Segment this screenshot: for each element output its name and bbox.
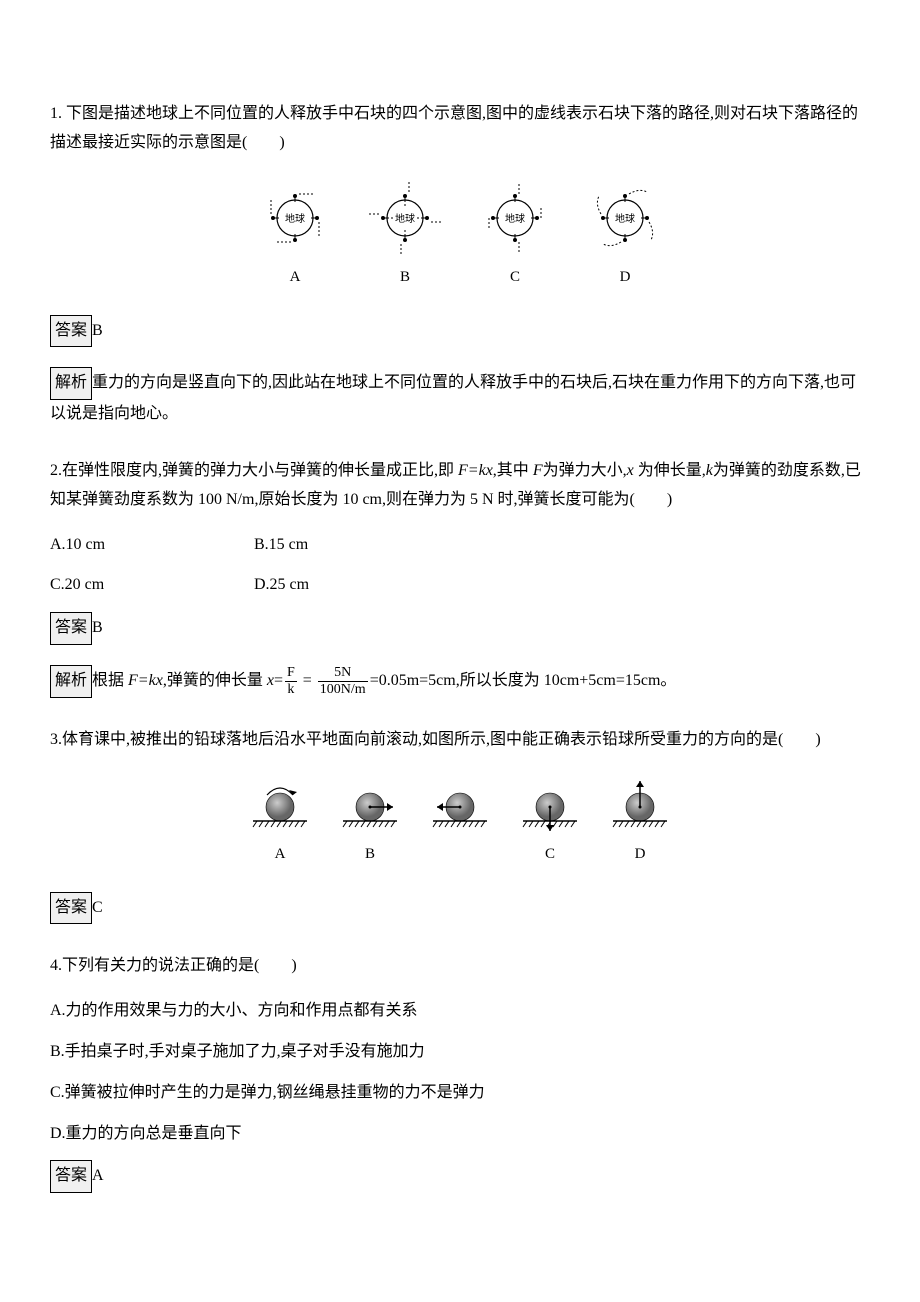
q1-diagram-d: 地球 D — [585, 178, 665, 291]
question-1: 1. 下图是描述地球上不同位置的人释放手中石块的四个示意图,图中的虚线表示石块下… — [50, 100, 870, 429]
answer-box: 答案 — [50, 315, 92, 348]
q4-option-c: C.弹簧被拉伸时产生的力是弹力,钢丝绳悬挂重物的力不是弹力 — [50, 1079, 870, 1108]
question-2: 2.在弹性限度内,弹簧的弹力大小与弹簧的伸长量成正比,即 F=kx,其中 F为弹… — [50, 457, 870, 698]
q4-option-d: D.重力的方向总是垂直向下 — [50, 1120, 870, 1149]
q1-diagram-c: 地球 C — [475, 178, 555, 291]
q2-option-d: D.25 cm — [254, 571, 454, 600]
svg-text:地球: 地球 — [395, 212, 415, 225]
q2-option-a: A.10 cm — [50, 531, 250, 560]
q1-label-c: C — [510, 264, 520, 291]
q2-answer-value: B — [92, 619, 103, 636]
q1-analysis-text: 重力的方向是竖直向下的,因此站在地球上不同位置的人释放手中的石块后,石块在重力作… — [50, 374, 856, 422]
q3-answer-value: C — [92, 899, 103, 916]
q1-answer-value: B — [92, 322, 103, 339]
q3-diagram-b-left: - — [425, 775, 495, 868]
earth-label: 地球 — [285, 212, 305, 225]
q2-options-row1: A.10 cm B.15 cm — [50, 531, 870, 560]
q3-label-d: D — [635, 841, 646, 868]
q3-label-c: C — [545, 841, 555, 868]
q4-answer: 答案A — [50, 1160, 870, 1193]
q4-text: 4.下列有关力的说法正确的是( ) — [50, 952, 870, 981]
q1-label-a: A — [290, 264, 301, 291]
q2-analysis: 解析根据 F=kx,弹簧的伸长量 x=Fk = 5N100N/m=0.05m=5… — [50, 665, 870, 698]
q2-option-b: B.15 cm — [254, 531, 454, 560]
question-3: 3.体育课中,被推出的铅球落地后沿水平地面向前滚动,如图所示,图中能正确表示铅球… — [50, 726, 870, 925]
q3-text: 3.体育课中,被推出的铅球落地后沿水平地面向前滚动,如图所示,图中能正确表示铅球… — [50, 726, 870, 755]
q1-text: 1. 下图是描述地球上不同位置的人释放手中石块的四个示意图,图中的虚线表示石块下… — [50, 100, 870, 158]
analysis-box: 解析 — [50, 665, 92, 698]
answer-box: 答案 — [50, 1160, 92, 1193]
q1-diagram-a: 地球 A — [255, 178, 335, 291]
answer-box: 答案 — [50, 612, 92, 645]
q1-label-b: B — [400, 264, 410, 291]
q3-diagram-a: A — [245, 775, 315, 868]
analysis-box: 解析 — [50, 367, 92, 400]
q3-label-a: A — [275, 841, 286, 868]
q1-answer: 答案B — [50, 315, 870, 348]
q1-label-d: D — [620, 264, 631, 291]
q1-diagram-b: 地球 — [365, 178, 445, 291]
answer-box: 答案 — [50, 892, 92, 925]
q2-options-row2: C.20 cm D.25 cm — [50, 571, 870, 600]
q2-option-c: C.20 cm — [50, 571, 250, 600]
q3-diagram-c: C — [515, 775, 585, 868]
q3-answer: 答案C — [50, 892, 870, 925]
q2-text: 2.在弹性限度内,弹簧的弹力大小与弹簧的伸长量成正比,即 F=kx,其中 F为弹… — [50, 457, 870, 515]
q2-answer: 答案B — [50, 612, 870, 645]
q3-diagram-b: B — [335, 775, 405, 868]
q3-figures: A B — [50, 775, 870, 868]
q4-option-b: B.手拍桌子时,手对桌子施加了力,桌子对手没有施加力 — [50, 1038, 870, 1067]
q1-figures: 地球 A — [50, 178, 870, 291]
q3-label-b: B — [365, 841, 375, 868]
q1-analysis: 解析重力的方向是竖直向下的,因此站在地球上不同位置的人释放手中的石块后,石块在重… — [50, 367, 870, 429]
svg-text:地球: 地球 — [615, 212, 635, 225]
q4-option-a: A.力的作用效果与力的大小、方向和作用点都有关系 — [50, 997, 870, 1026]
q4-answer-value: A — [92, 1167, 104, 1184]
question-4: 4.下列有关力的说法正确的是( ) A.力的作用效果与力的大小、方向和作用点都有… — [50, 952, 870, 1193]
q3-diagram-d: D — [605, 775, 675, 868]
svg-text:地球: 地球 — [505, 212, 525, 225]
